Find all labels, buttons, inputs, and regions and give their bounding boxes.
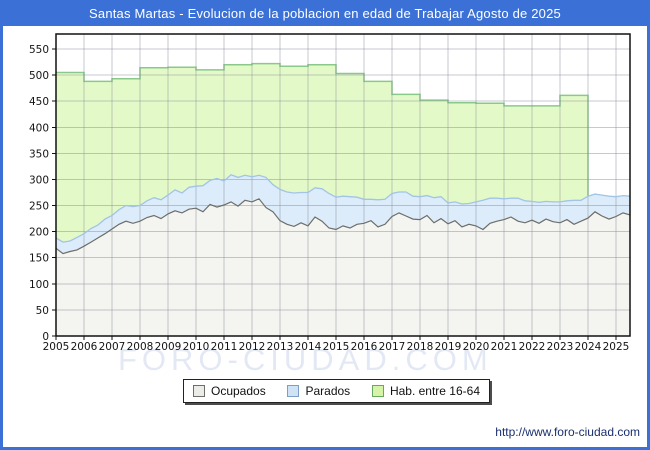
svg-text:2017: 2017	[379, 341, 406, 353]
svg-text:350: 350	[29, 148, 49, 160]
legend-item-ocupados: Ocupados	[193, 384, 266, 398]
svg-text:550: 550	[29, 44, 49, 56]
page-title: Santas Martas - Evolucion de la poblacio…	[89, 5, 561, 21]
svg-text:2018: 2018	[407, 341, 434, 353]
svg-text:2010: 2010	[183, 341, 210, 353]
svg-text:2008: 2008	[127, 341, 154, 353]
svg-text:450: 450	[29, 96, 49, 108]
svg-text:2021: 2021	[491, 341, 518, 353]
svg-text:2011: 2011	[211, 341, 238, 353]
chart-legend: Ocupados Parados Hab. entre 16-64	[183, 379, 490, 403]
ocupados-line	[55, 198, 631, 255]
x-axis: 2005 2006 2007 2008 2009 2010 2011 2012 2013 2014…	[43, 336, 630, 353]
svg-text:250: 250	[29, 201, 49, 213]
svg-text:2009: 2009	[155, 341, 182, 353]
title-bar: Santas Martas - Evolucion de la poblacio…	[0, 0, 650, 26]
svg-text:2012: 2012	[239, 341, 266, 353]
series-parados	[56, 174, 630, 254]
plot-frame	[55, 33, 631, 337]
svg-text:2015: 2015	[323, 341, 350, 353]
ocupados-swatch-icon	[193, 385, 205, 397]
svg-text:2016: 2016	[351, 341, 378, 353]
svg-text:500: 500	[29, 70, 49, 82]
svg-text:200: 200	[29, 227, 49, 239]
svg-text:100: 100	[29, 279, 49, 291]
svg-text:2022: 2022	[519, 341, 546, 353]
svg-text:2014: 2014	[295, 341, 322, 353]
svg-text:2006: 2006	[71, 341, 98, 353]
svg-text:2005: 2005	[43, 341, 70, 353]
series-ocupados	[56, 198, 630, 336]
svg-text:2024: 2024	[575, 341, 602, 353]
y-axis: 0 50 100 150 200 250 300 350 400 450 500 550	[29, 44, 56, 343]
svg-text:2020: 2020	[463, 341, 490, 353]
parados-swatch-icon	[287, 385, 300, 397]
hab-16-64-swatch-icon	[371, 385, 384, 397]
legend-label: Hab. entre 16-64	[389, 384, 480, 398]
svg-text:0: 0	[42, 331, 49, 343]
svg-text:2025: 2025	[603, 341, 630, 353]
svg-text:2019: 2019	[435, 341, 462, 353]
legend-label: Parados	[305, 384, 351, 398]
svg-text:50: 50	[36, 305, 49, 317]
legend-item-parados: Parados	[287, 384, 350, 398]
svg-text:2013: 2013	[267, 341, 294, 353]
svg-text:300: 300	[29, 175, 49, 187]
svg-text:2023: 2023	[547, 341, 574, 353]
legend-label: Ocupados	[211, 384, 266, 398]
parados-line	[55, 174, 631, 243]
svg-text:400: 400	[29, 122, 49, 134]
footer-url-link[interactable]: http://www.foro-ciudad.com	[495, 425, 640, 439]
svg-text:2007: 2007	[99, 341, 126, 353]
watermark: FORO-CIUDAD.COM	[118, 342, 493, 377]
gridlines	[56, 34, 630, 336]
legend-item-hab-16-64: Hab. entre 16-64	[371, 384, 480, 398]
svg-text:150: 150	[29, 253, 49, 265]
